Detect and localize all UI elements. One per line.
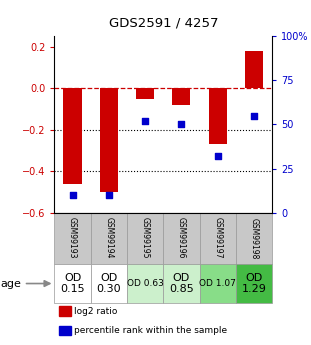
Bar [200, 213, 236, 264]
Bar [163, 264, 200, 303]
Text: log2 ratio: log2 ratio [74, 307, 117, 316]
Text: GSM99195: GSM99195 [141, 217, 150, 259]
Text: GDS2591 / 4257: GDS2591 / 4257 [109, 16, 218, 29]
Bar [127, 213, 163, 264]
Bar [91, 213, 127, 264]
Bar [91, 264, 127, 303]
Bar [136, 88, 154, 99]
Point [252, 113, 257, 118]
Bar [54, 264, 91, 303]
Bar [172, 88, 190, 105]
Text: GSM99194: GSM99194 [104, 217, 113, 259]
Bar [209, 88, 227, 144]
Bar [59, 326, 71, 335]
Text: GSM99197: GSM99197 [213, 217, 222, 259]
Text: age: age [0, 278, 50, 288]
Bar [163, 213, 200, 264]
Point [143, 118, 148, 124]
Bar [127, 264, 163, 303]
Bar [59, 306, 71, 316]
Point [70, 192, 75, 198]
Bar [54, 213, 91, 264]
Text: GSM99196: GSM99196 [177, 217, 186, 259]
Text: OD
1.29: OD 1.29 [242, 273, 267, 294]
Text: OD 0.63: OD 0.63 [127, 279, 164, 288]
Text: OD
0.30: OD 0.30 [96, 273, 121, 294]
Point [179, 122, 184, 127]
Text: percentile rank within the sample: percentile rank within the sample [74, 326, 227, 335]
Text: GSM99193: GSM99193 [68, 217, 77, 259]
Bar [200, 264, 236, 303]
Bar [236, 264, 272, 303]
Bar [245, 51, 263, 88]
Bar [100, 88, 118, 192]
Text: OD 1.07: OD 1.07 [199, 279, 236, 288]
Text: OD
0.85: OD 0.85 [169, 273, 194, 294]
Bar [236, 213, 272, 264]
Point [106, 192, 111, 198]
Bar [63, 88, 81, 184]
Text: OD
0.15: OD 0.15 [60, 273, 85, 294]
Text: GSM99198: GSM99198 [249, 218, 258, 259]
Point [215, 154, 220, 159]
